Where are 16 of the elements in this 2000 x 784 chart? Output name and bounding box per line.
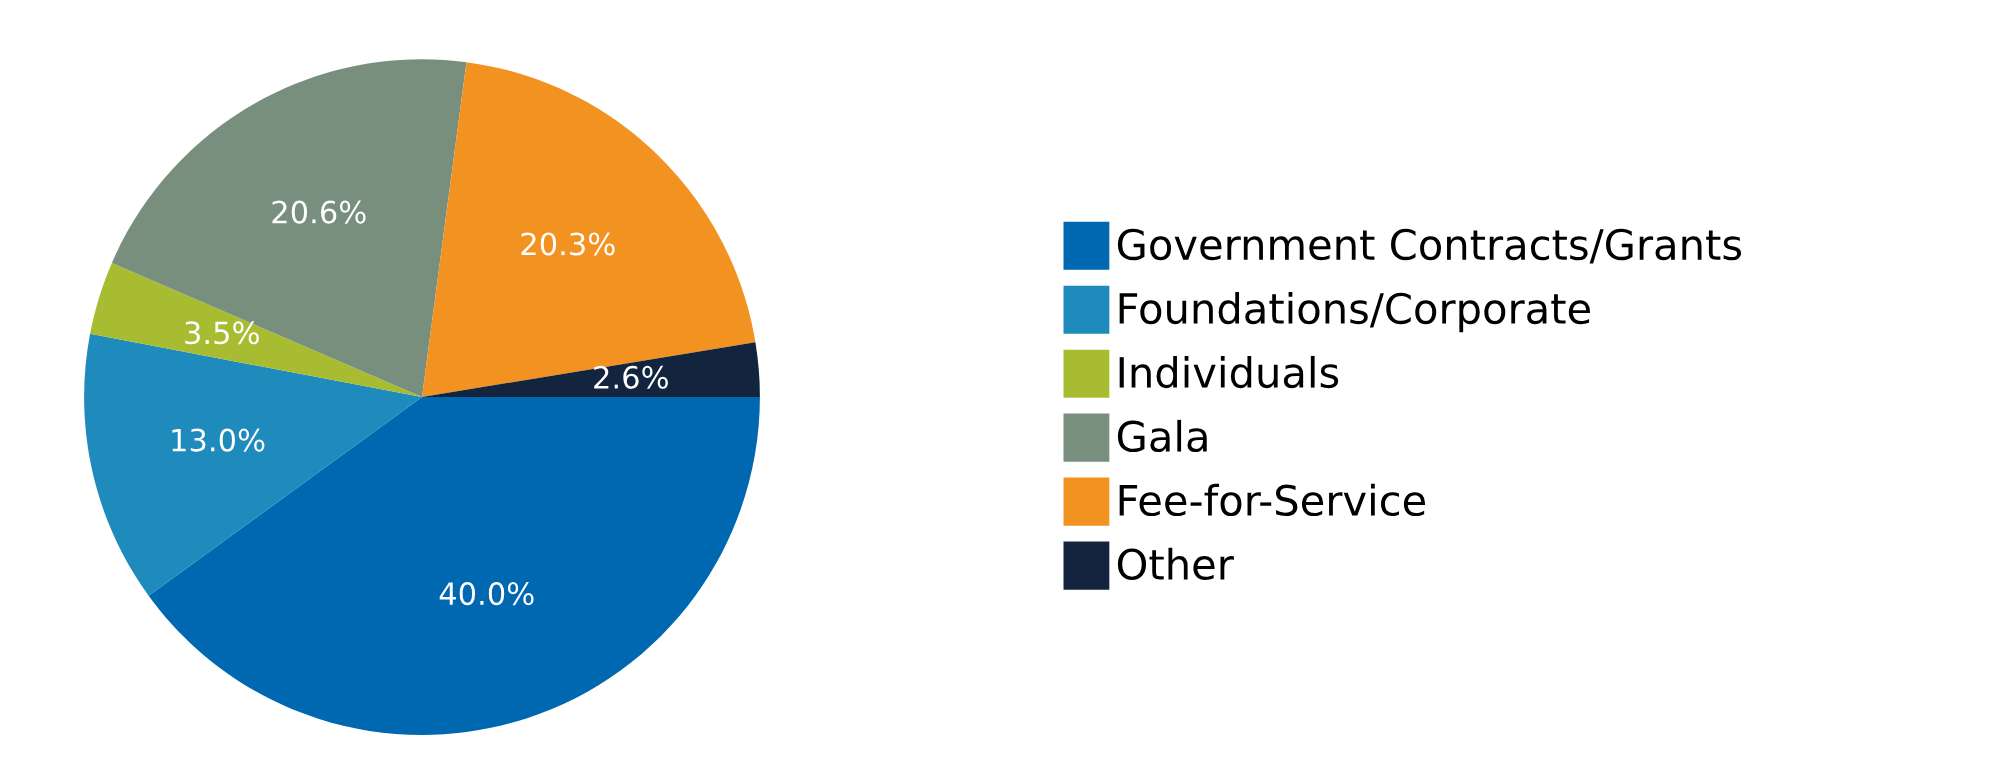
data-label: 2.6% [594,365,668,389]
pie-slice [111,59,467,398]
legend-label: Foundations/Corporate [1119,291,1590,333]
data-label: 40.0% [439,582,534,606]
pie-slice [90,262,422,398]
data-label: 13.0% [172,428,265,452]
legend-label: Other [1117,547,1234,581]
legend-label: Government Contracts/Grants [1117,228,1742,264]
pie-slice [148,397,760,735]
legend-label: Individuals [1119,355,1339,389]
legend-label: Fee-for-Service [1119,483,1426,517]
data-label: 20.6% [272,200,366,224]
data-label: 20.3% [521,232,615,256]
data-label: 3.5% [185,321,259,345]
pie-slice [422,62,756,398]
legend-label: Gala [1117,419,1207,453]
